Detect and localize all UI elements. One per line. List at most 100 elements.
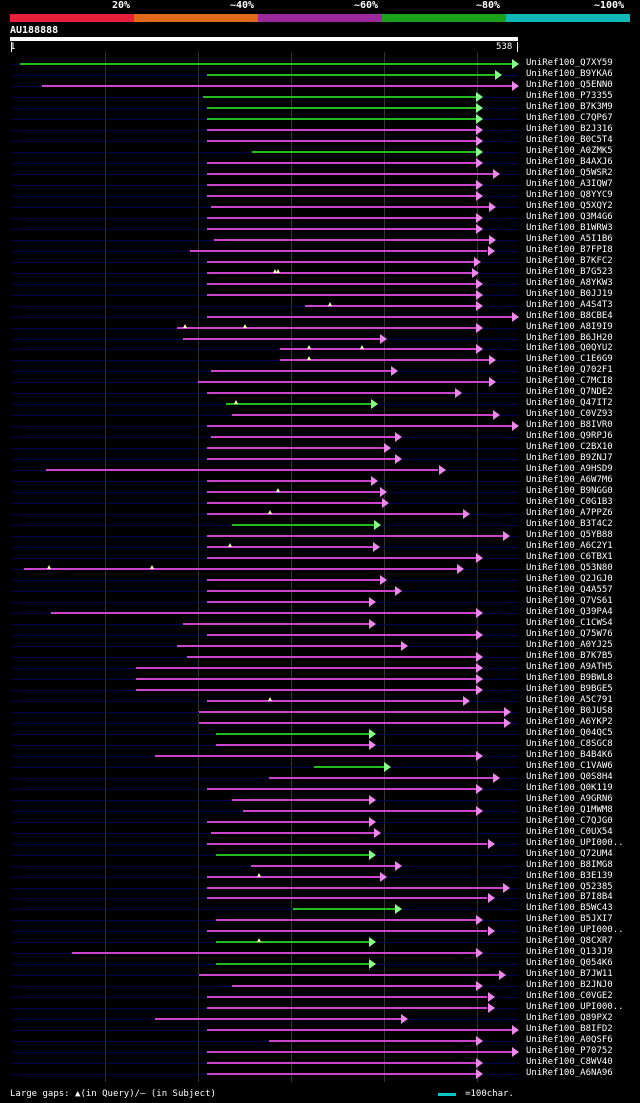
hit-bar[interactable] bbox=[183, 623, 369, 625]
hit-label[interactable]: UniRef100_A5I1B6 bbox=[526, 234, 613, 244]
hit-label[interactable]: UniRef100_C0UX54 bbox=[526, 827, 613, 837]
hit-bar[interactable] bbox=[210, 436, 396, 438]
hit-bar[interactable] bbox=[305, 305, 477, 307]
hit-label[interactable]: UniRef100_C7QP67 bbox=[526, 113, 613, 123]
hit-label[interactable]: UniRef100_A9HSD9 bbox=[526, 464, 613, 474]
hit-bar[interactable] bbox=[207, 535, 503, 537]
hit-label[interactable]: UniRef100_B4AXJ6 bbox=[526, 157, 613, 167]
hit-bar[interactable] bbox=[207, 118, 477, 120]
hit-label[interactable]: UniRef100_C1VAW6 bbox=[526, 761, 613, 771]
hit-bar[interactable] bbox=[207, 700, 463, 702]
hit-label[interactable]: UniRef100_A4S4T3 bbox=[526, 300, 613, 310]
hit-label[interactable]: UniRef100_Q702F1 bbox=[526, 365, 613, 375]
hit-label[interactable]: UniRef100_Q5WSR2 bbox=[526, 168, 613, 178]
hit-bar[interactable] bbox=[207, 579, 381, 581]
hit-bar[interactable] bbox=[207, 502, 382, 504]
hit-bar[interactable] bbox=[207, 458, 396, 460]
hit-bar[interactable] bbox=[210, 832, 375, 834]
hit-label[interactable]: UniRef100_Q4A557 bbox=[526, 585, 613, 595]
hit-bar[interactable] bbox=[207, 162, 477, 164]
hit-bar[interactable] bbox=[231, 524, 375, 526]
hit-bar[interactable] bbox=[210, 206, 490, 208]
hit-bar[interactable] bbox=[207, 996, 488, 998]
hit-bar[interactable] bbox=[50, 612, 477, 614]
hit-label[interactable]: UniRef100_A6C2Y1 bbox=[526, 541, 613, 551]
hit-bar[interactable] bbox=[207, 788, 477, 790]
hit-label[interactable]: UniRef100_B8IFD2 bbox=[526, 1024, 613, 1034]
hit-bar[interactable] bbox=[207, 843, 488, 845]
hit-bar[interactable] bbox=[207, 513, 463, 515]
hit-bar[interactable] bbox=[187, 656, 477, 658]
hit-label[interactable]: UniRef100_Q04QC5 bbox=[526, 728, 613, 738]
hit-bar[interactable] bbox=[207, 590, 396, 592]
hit-bar[interactable] bbox=[136, 689, 477, 691]
hit-label[interactable]: UniRef100_Q7VS61 bbox=[526, 596, 613, 606]
hit-label[interactable]: UniRef100_B0JJ19 bbox=[526, 289, 613, 299]
hit-label[interactable]: UniRef100_C8SGC8 bbox=[526, 739, 613, 749]
hit-label[interactable]: UniRef100_C0VZ93 bbox=[526, 409, 613, 419]
hit-label[interactable]: UniRef100_B7KFC2 bbox=[526, 256, 613, 266]
hit-label[interactable]: UniRef100_C7MCI8 bbox=[526, 376, 613, 386]
hit-label[interactable]: UniRef100_Q7XY59 bbox=[526, 58, 613, 68]
hit-bar[interactable] bbox=[207, 1051, 512, 1053]
hit-bar[interactable] bbox=[207, 1062, 477, 1064]
hit-label[interactable]: UniRef100_Q89PX2 bbox=[526, 1013, 613, 1023]
hit-bar[interactable] bbox=[20, 63, 512, 65]
hit-label[interactable]: UniRef100_A6YKP2 bbox=[526, 717, 613, 727]
hit-label[interactable]: UniRef100_B0C5T4 bbox=[526, 135, 613, 145]
hit-bar[interactable] bbox=[279, 359, 490, 361]
hit-bar[interactable] bbox=[155, 755, 477, 757]
hit-bar[interactable] bbox=[225, 403, 371, 405]
hit-bar[interactable] bbox=[207, 272, 473, 274]
hit-label[interactable]: UniRef100_B9YKA6 bbox=[526, 69, 613, 79]
hit-label[interactable]: UniRef100_B5WC43 bbox=[526, 903, 613, 913]
hit-bar[interactable] bbox=[231, 799, 369, 801]
hit-label[interactable]: UniRef100_A0ZMK5 bbox=[526, 146, 613, 156]
hit-bar[interactable] bbox=[279, 348, 477, 350]
hit-bar[interactable] bbox=[231, 985, 477, 987]
hit-label[interactable]: UniRef100_Q5ENN0 bbox=[526, 80, 613, 90]
hit-bar[interactable] bbox=[198, 722, 505, 724]
hit-label[interactable]: UniRef100_A8I9I9 bbox=[526, 322, 613, 332]
hit-label[interactable]: UniRef100_B7G523 bbox=[526, 267, 613, 277]
hit-label[interactable]: UniRef100_B2J316 bbox=[526, 124, 613, 134]
hit-bar[interactable] bbox=[207, 425, 512, 427]
hit-bar[interactable] bbox=[207, 930, 488, 932]
hit-bar[interactable] bbox=[207, 140, 477, 142]
hit-label[interactable]: UniRef100_A8YKW3 bbox=[526, 278, 613, 288]
hit-label[interactable]: UniRef100_Q0K119 bbox=[526, 783, 613, 793]
hit-label[interactable]: UniRef100_B7FPI8 bbox=[526, 245, 613, 255]
hit-label[interactable]: UniRef100_P70752 bbox=[526, 1046, 613, 1056]
hit-label[interactable]: UniRef100_B9ZNJ7 bbox=[526, 453, 613, 463]
hit-bar[interactable] bbox=[210, 370, 392, 372]
hit-label[interactable]: UniRef100_B7JW11 bbox=[526, 969, 613, 979]
hit-label[interactable]: UniRef100_UPI000.. bbox=[526, 925, 624, 935]
hit-bar[interactable] bbox=[203, 96, 477, 98]
hit-label[interactable]: UniRef100_B6JH20 bbox=[526, 333, 613, 343]
hit-label[interactable]: UniRef100_C2BX10 bbox=[526, 442, 613, 452]
hit-label[interactable]: UniRef100_A6NA96 bbox=[526, 1068, 613, 1078]
hit-label[interactable]: UniRef100_Q5XQY2 bbox=[526, 201, 613, 211]
hit-label[interactable]: UniRef100_UPI000.. bbox=[526, 838, 624, 848]
hit-label[interactable]: UniRef100_B8CBE4 bbox=[526, 311, 613, 321]
hit-bar[interactable] bbox=[216, 854, 369, 856]
hit-bar[interactable] bbox=[207, 491, 381, 493]
hit-bar[interactable] bbox=[207, 887, 503, 889]
hit-bar[interactable] bbox=[207, 316, 512, 318]
hit-bar[interactable] bbox=[176, 327, 477, 329]
hit-bar[interactable] bbox=[190, 250, 488, 252]
hit-bar[interactable] bbox=[207, 1029, 512, 1031]
hit-bar[interactable] bbox=[176, 645, 401, 647]
hit-label[interactable]: UniRef100_B9BGE5 bbox=[526, 684, 613, 694]
hit-label[interactable]: UniRef100_A3IQW7 bbox=[526, 179, 613, 189]
hit-bar[interactable] bbox=[207, 392, 456, 394]
hit-bar[interactable] bbox=[207, 447, 384, 449]
hit-bar[interactable] bbox=[207, 557, 477, 559]
hit-label[interactable]: UniRef100_Q39PA4 bbox=[526, 607, 613, 617]
hit-bar[interactable] bbox=[207, 195, 477, 197]
hit-label[interactable]: UniRef100_Q0S8H4 bbox=[526, 772, 613, 782]
hit-label[interactable]: UniRef100_Q2JGJ0 bbox=[526, 574, 613, 584]
hit-bar[interactable] bbox=[207, 228, 477, 230]
hit-bar[interactable] bbox=[207, 261, 475, 263]
hit-label[interactable]: UniRef100_Q1MWM8 bbox=[526, 805, 613, 815]
